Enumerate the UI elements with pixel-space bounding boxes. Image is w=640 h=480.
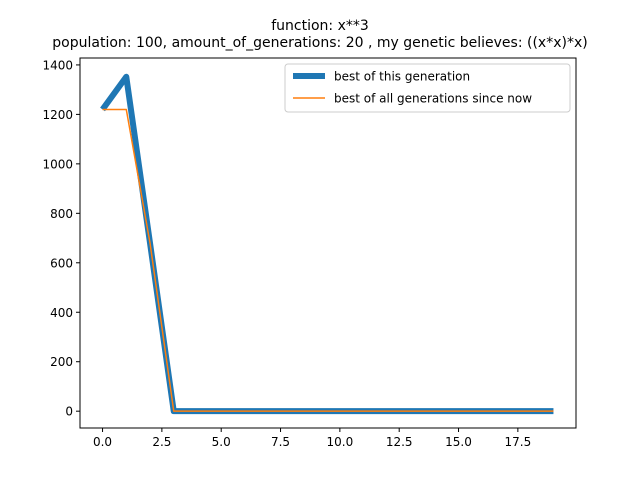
series-line-0 — [100, 73, 554, 415]
legend-label-best-of-generation: best of this generation — [334, 70, 470, 84]
y-tick-label: 400 — [50, 306, 73, 320]
x-tick-label: 0.0 — [93, 435, 112, 449]
x-axis: 0.0 2.5 5.0 7.5 10.0 12.5 15.0 17.5 — [93, 428, 531, 449]
y-tick-label: 200 — [50, 355, 73, 369]
legend-box — [284, 63, 571, 113]
series-line-1 — [102, 108, 554, 412]
series-layer — [100, 73, 554, 415]
x-tick-label: 15.0 — [445, 435, 472, 449]
x-tick-label: 7.5 — [271, 435, 290, 449]
x-tick-label: 10.0 — [327, 435, 354, 449]
x-tick-label: 12.5 — [386, 435, 413, 449]
y-tick-label: 0 — [65, 405, 73, 419]
x-tick-label: 2.5 — [152, 435, 171, 449]
plot-frame — [79, 57, 577, 429]
y-tick-label: 800 — [50, 207, 73, 221]
chart-title: function: x**3 — [271, 18, 369, 34]
y-tick-label: 1400 — [42, 58, 73, 72]
x-tick-label: 17.5 — [504, 435, 531, 449]
y-axis: 0 200 400 600 800 1000 1200 1400 — [42, 58, 80, 419]
x-tick-label: 5.0 — [212, 435, 231, 449]
y-tick-label: 1200 — [42, 108, 73, 122]
chart-subtitle: population: 100, amount_of_generations: … — [52, 35, 588, 51]
legend: best of this generation best of all gene… — [284, 63, 571, 113]
y-tick-label: 600 — [50, 256, 73, 270]
legend-label-best-overall: best of all generations since now — [334, 92, 532, 106]
y-tick-label: 1000 — [42, 157, 73, 171]
